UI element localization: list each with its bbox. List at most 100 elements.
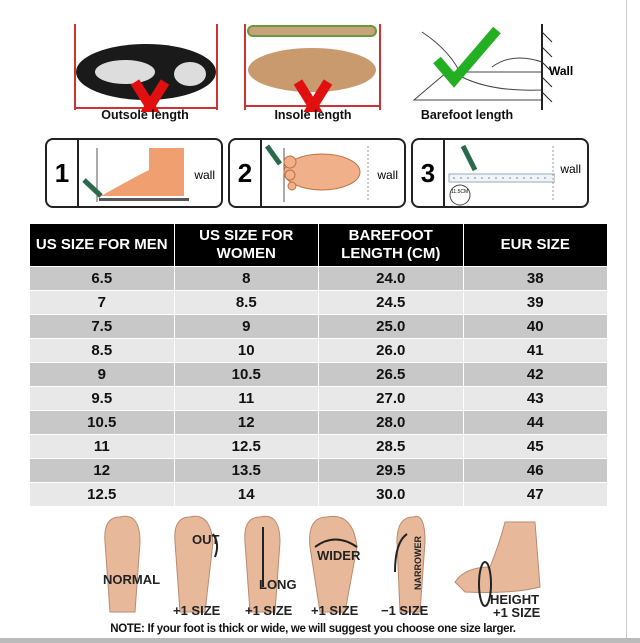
cell-eur-size: 38: [462, 266, 608, 291]
table-row: 7.5 9 25.0 40: [29, 314, 608, 339]
table-row: 9 10.5 26.5 42: [29, 362, 608, 387]
cell-barefoot-length: 29.5: [318, 458, 464, 483]
foot-types-illustration: [104, 515, 541, 613]
size-chart-table: US SIZE FOR MEN US SIZE FOR WOMEN BAREFO…: [29, 223, 608, 507]
outsole-caption: Outsole length: [101, 108, 189, 122]
foot-side-icon: [82, 148, 189, 202]
cell-us-women: 10: [173, 338, 319, 363]
wall-label: wall: [377, 168, 398, 182]
foot-types: NORMAL OUT LONG WIDER NARROWER HEIGHT +1…: [95, 512, 555, 622]
header-us-men: US SIZE FOR MEN: [29, 223, 175, 267]
cell-us-women: 8.5: [173, 290, 319, 315]
cell-us-men: 6.5: [29, 266, 175, 291]
foot-size-out: +1 SIZE: [173, 603, 221, 618]
outsole-illustration: [74, 24, 218, 133]
cell-eur-size: 45: [462, 434, 608, 459]
wall-label: wall: [560, 162, 581, 176]
check-icon: [433, 26, 501, 88]
cell-eur-size: 46: [462, 458, 608, 483]
cell-barefoot-length: 24.5: [318, 290, 464, 315]
barefoot-illustration: [412, 24, 553, 110]
cell-us-women: 12: [173, 410, 319, 435]
wider-arrow-icon: [314, 538, 358, 548]
header-barefoot-length: BAREFOOT LENGTH (CM): [318, 223, 464, 267]
header-eur-size: EUR SIZE: [462, 223, 608, 267]
ruler-label: 11.5CM: [451, 189, 469, 195]
header-us-women: US SIZE FOR WOMEN: [173, 223, 319, 267]
insole-caption: Insole length: [274, 108, 352, 122]
cell-barefoot-length: 26.5: [318, 362, 464, 387]
wall-label: wall: [194, 168, 215, 182]
step-number: 2: [230, 140, 262, 206]
cell-barefoot-length: 26.0: [318, 338, 464, 363]
cell-us-men: 12.5: [29, 482, 175, 507]
table-row: 7 8.5 24.5 39: [29, 290, 608, 315]
table-header-row: US SIZE FOR MEN US SIZE FOR WOMEN BAREFO…: [29, 223, 608, 267]
cell-barefoot-length: 25.0: [318, 314, 464, 339]
sizing-note: NOTE: If your foot is thick or wide, we …: [110, 623, 516, 635]
cell-eur-size: 39: [462, 290, 608, 315]
cell-us-men: 7.5: [29, 314, 175, 339]
step-1: 1 wall: [45, 138, 223, 208]
cell-us-women: 9: [173, 314, 319, 339]
narrower-arrow-icon: [394, 533, 408, 573]
cell-us-women: 12.5: [173, 434, 319, 459]
foot-label-wider: WIDER: [317, 548, 361, 563]
foot-label-narrower: NARROWER: [413, 536, 423, 590]
insole-illustration: [244, 24, 381, 133]
out-arrow-icon: [212, 533, 219, 558]
cell-barefoot-length: 28.0: [318, 410, 464, 435]
foot-size-wider: +1 SIZE: [311, 603, 359, 618]
barefoot-panel: Wall Barefoot length: [392, 12, 582, 127]
cell-eur-size: 40: [462, 314, 608, 339]
foot-size-narrower: −1 SIZE: [381, 603, 429, 618]
cell-eur-size: 44: [462, 410, 608, 435]
table-row: 6.5 8 24.0 38: [29, 266, 608, 291]
table-row: 8.5 10 26.0 41: [29, 338, 608, 363]
step-2: 2 wall: [228, 138, 406, 208]
cell-us-women: 13.5: [173, 458, 319, 483]
step-number: 1: [47, 140, 79, 206]
cell-barefoot-length: 24.0: [318, 266, 464, 291]
cell-us-men: 9: [29, 362, 175, 387]
ruler-icon: [448, 144, 555, 206]
cell-eur-size: 47: [462, 482, 608, 507]
cell-us-men: 12: [29, 458, 175, 483]
table-row: 9.5 11 27.0 43: [29, 386, 608, 411]
right-edge: [626, 0, 640, 643]
cell-eur-size: 41: [462, 338, 608, 363]
table-row: 12.5 14 30.0 47: [29, 482, 608, 507]
foot-size-height: +1 SIZE: [493, 605, 541, 620]
table-row: 11 12.5 28.5 45: [29, 434, 608, 459]
bottom-edge: [0, 638, 640, 643]
cell-barefoot-length: 30.0: [318, 482, 464, 507]
wall-label: Wall: [549, 64, 574, 78]
cell-barefoot-length: 27.0: [318, 386, 464, 411]
foot-size-long: +1 SIZE: [245, 603, 293, 618]
foot-label-normal: NORMAL: [103, 572, 161, 587]
foot-label-out: OUT: [192, 532, 220, 547]
cell-us-women: 8: [173, 266, 319, 291]
step-3: 3 11.5CM wall: [411, 138, 589, 208]
foot-label-long: LONG: [259, 577, 297, 592]
cell-us-men: 9.5: [29, 386, 175, 411]
table-row: 10.5 12 28.0 44: [29, 410, 608, 435]
cell-us-men: 10.5: [29, 410, 175, 435]
height-ring-icon: [478, 561, 492, 607]
barefoot-caption: Barefoot length: [420, 108, 514, 122]
cell-eur-size: 43: [462, 386, 608, 411]
foot-top-icon: [264, 144, 369, 202]
table-row: 12 13.5 29.5 46: [29, 458, 608, 483]
cell-us-men: 7: [29, 290, 175, 315]
foot-label-height: HEIGHT: [490, 592, 540, 607]
cell-us-men: 11: [29, 434, 175, 459]
cell-us-women: 11: [173, 386, 319, 411]
step-number: 3: [413, 140, 445, 206]
cell-us-women: 14: [173, 482, 319, 507]
cell-eur-size: 42: [462, 362, 608, 387]
outsole-panel: Outsole length: [50, 12, 240, 133]
cell-us-women: 10.5: [173, 362, 319, 387]
cell-us-men: 8.5: [29, 338, 175, 363]
cell-barefoot-length: 28.5: [318, 434, 464, 459]
insole-panel: Insole length: [218, 12, 408, 133]
